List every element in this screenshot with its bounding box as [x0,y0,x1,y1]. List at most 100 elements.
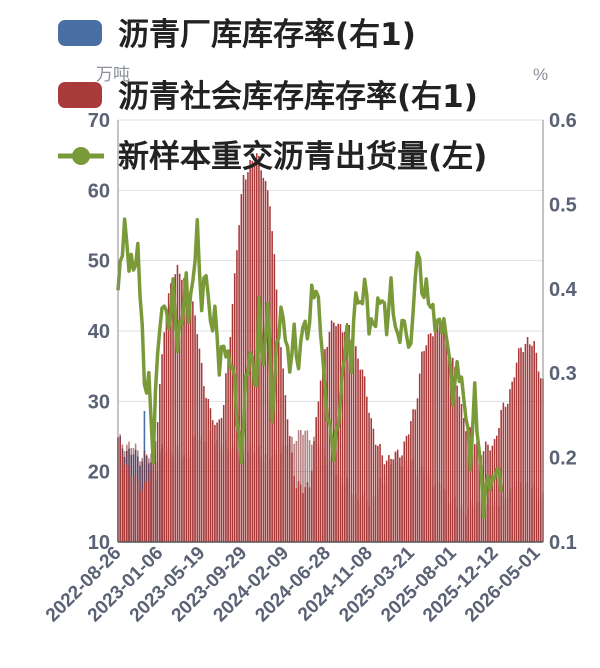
social-inventory-bar [374,444,377,542]
social-inventory-bar [119,439,121,542]
social-inventory-bar [390,458,392,542]
social-inventory-bar [295,488,298,542]
social-inventory-bar [302,493,304,542]
social-inventory-bar [145,481,148,542]
social-inventory-bar [469,427,472,542]
social-inventory-bar [207,398,210,542]
left-tick-label: 10 [88,532,110,554]
social-inventory-bar [137,481,139,542]
social-inventory-bar [185,285,188,542]
social-inventory-bar [209,408,212,542]
social-inventory-bar [352,345,355,542]
social-inventory-bar [407,434,410,542]
right-tick-label: 0.3 [549,363,577,385]
social-inventory-bar [383,464,386,542]
social-inventory-bar [502,402,505,542]
shipment-line [116,217,503,519]
social-inventory-bar [132,477,135,542]
right-tick-label: 0.5 [549,194,577,216]
left-tick-label: 40 [88,321,110,343]
social-inventory-bar [313,441,315,542]
social-inventory-bar [123,465,126,542]
legend-swatch-dot-icon [72,147,90,165]
social-inventory-bar [346,323,348,542]
social-inventory-bar [216,422,218,542]
social-inventory-bar [377,445,379,542]
social-inventory-bar [531,345,533,542]
social-inventory-bar [286,419,289,542]
social-inventory-bar [231,303,234,542]
social-inventory-bar [412,409,414,542]
social-inventory-bar [126,463,128,542]
legend-item-shipment[interactable]: 新样本重交沥青出货量(左) [58,139,487,175]
social-inventory-bar [277,325,280,542]
social-inventory-bar [205,397,207,542]
social-inventory-bar [385,460,388,542]
social-inventory-bar [458,396,461,542]
social-inventory-bar [326,346,328,542]
legend-item-social-inventory[interactable]: 沥青社会库存库存率(右1) [58,79,478,115]
social-inventory-bar [416,398,419,542]
right-tick-label: 0.2 [549,448,577,470]
factory-inventory-overlay-bar [302,434,304,542]
right-tick-label: 0.6 [549,110,577,132]
social-inventory-bar [504,406,507,542]
social-inventory-bar [399,457,401,542]
social-inventory-bar [460,403,463,542]
social-inventory-bar [528,344,531,542]
social-inventory-bar [266,190,269,542]
social-inventory-bar [253,161,256,543]
left-tick-label: 70 [88,110,110,132]
left-axis-unit: 万吨 [96,65,130,84]
social-inventory-bar [121,454,124,542]
social-inventory-bar [454,367,456,542]
social-inventory-bar [189,299,192,542]
social-inventory-bar [495,435,498,542]
social-inventory-bar [275,289,278,542]
social-inventory-bar [535,352,538,542]
social-inventory-bar [405,435,408,542]
social-inventory-bar [198,348,201,542]
social-inventory-bar [381,455,384,542]
social-inventory-bar [229,336,232,542]
social-inventory-bar [251,161,254,542]
social-inventory-bar [196,334,199,542]
social-inventory-bar [520,347,522,542]
social-inventory-bar [359,369,362,542]
social-inventory-bar [187,298,190,542]
social-inventory-bar [438,322,441,542]
social-inventory-bar [291,452,293,542]
social-inventory-bar [128,465,130,542]
social-inventory-bar [141,489,144,542]
social-inventory-bar [324,349,326,542]
social-inventory-bar [200,362,203,542]
social-inventory-bar [522,352,524,542]
social-inventory-bar [476,442,478,542]
social-inventory-bar [284,395,287,542]
legend-item-factory-inventory[interactable]: 沥青厂库库存率(右1) [58,17,416,53]
social-inventory-bar [143,482,146,542]
social-inventory-bar [310,470,313,542]
social-inventory-bar [299,484,302,542]
social-inventory-bar [511,381,513,542]
social-inventory-bar [218,419,221,542]
social-inventory-bar [489,450,491,542]
social-inventory-bar [322,353,324,542]
social-inventory-bar [372,428,375,542]
social-inventory-bar [403,441,406,542]
social-inventory-bar [282,368,284,542]
social-inventory-bar [220,417,223,542]
social-inventory-bar [432,336,434,542]
social-inventory-bars [117,153,544,543]
social-inventory-bar [165,313,168,542]
social-inventory-bar [363,376,366,542]
social-inventory-bar [192,301,194,542]
social-inventory-bar [473,444,476,542]
axes [117,120,544,543]
legend: 沥青厂库库存率(右1) 沥青社会库存库存率(右1) 新样本重交沥青出货量(左) [58,17,487,175]
social-inventory-bar [134,473,137,542]
social-inventory-bar [394,451,397,542]
social-inventory-bar [341,332,344,542]
social-inventory-bar [288,436,291,542]
social-inventory-bar [427,334,430,542]
